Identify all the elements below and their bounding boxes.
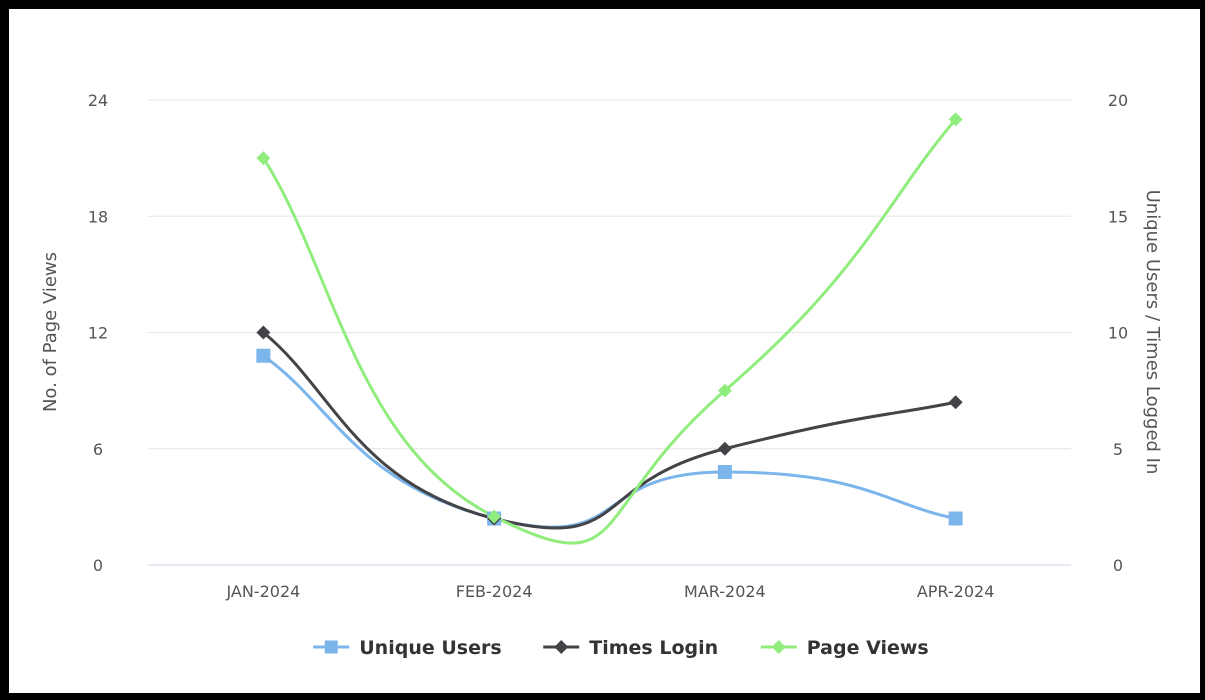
series-markers xyxy=(256,112,963,526)
unique-users-point xyxy=(256,348,271,363)
y-right-tick-label: 20 xyxy=(1108,91,1128,110)
x-tick-label: MAR-2024 xyxy=(684,582,766,601)
line-chart: 0 6 12 18 24 0 5 10 15 20 JAN-2024 FEB-2024 MAR-2024… xyxy=(40,91,1163,659)
legend-page-views-marker xyxy=(771,640,786,654)
page-views-point xyxy=(948,112,963,127)
y-right-tick-label: 15 xyxy=(1108,207,1128,226)
x-tick-label: JAN-2024 xyxy=(225,582,300,601)
y-right-tick-label: 5 xyxy=(1113,440,1123,459)
gridlines xyxy=(148,99,1071,566)
legend-unique-users-marker xyxy=(324,640,338,654)
legend-page-views-label: Page Views xyxy=(807,637,929,659)
chart-frame: 0 6 12 18 24 0 5 10 15 20 JAN-2024 FEB-2024 MAR-2024… xyxy=(9,9,1200,693)
y-axis-left-title: No. of Page Views xyxy=(40,252,61,412)
y-left-tick-label: 12 xyxy=(88,324,108,343)
y-right-tick-label: 0 xyxy=(1113,556,1123,575)
legend-times-login-marker xyxy=(554,640,569,654)
unique-users-point xyxy=(948,511,963,526)
legend-unique-users-label: Unique Users xyxy=(359,637,501,659)
x-tick-label: FEB-2024 xyxy=(456,582,533,601)
page-views-point xyxy=(256,151,271,166)
series-lines xyxy=(262,118,957,545)
times-login-line xyxy=(262,331,956,530)
legend: Unique Users Times Login Page Views xyxy=(313,637,929,659)
y-axis-right-title: Unique Users / Times Logged In xyxy=(1142,190,1163,475)
y-left-tick-label: 6 xyxy=(93,440,103,459)
times-login-point xyxy=(256,325,271,340)
unique-users-point xyxy=(717,465,732,479)
x-tick-label: APR-2024 xyxy=(917,582,995,601)
y-left-tick-label: 0 xyxy=(93,556,103,575)
page-views-line xyxy=(262,118,957,545)
legend-times-login-label: Times Login xyxy=(589,637,718,659)
axis-ticks: 0 6 12 18 24 0 5 10 15 20 JAN-2024 FEB-2024 MAR-2024… xyxy=(88,91,1128,601)
y-left-tick-label: 24 xyxy=(88,91,108,110)
y-left-tick-label: 18 xyxy=(88,207,108,226)
y-right-tick-label: 10 xyxy=(1108,324,1128,343)
times-login-point xyxy=(717,441,732,456)
page-views-point xyxy=(487,509,502,524)
page-views-point xyxy=(717,383,732,398)
times-login-point xyxy=(948,395,963,410)
